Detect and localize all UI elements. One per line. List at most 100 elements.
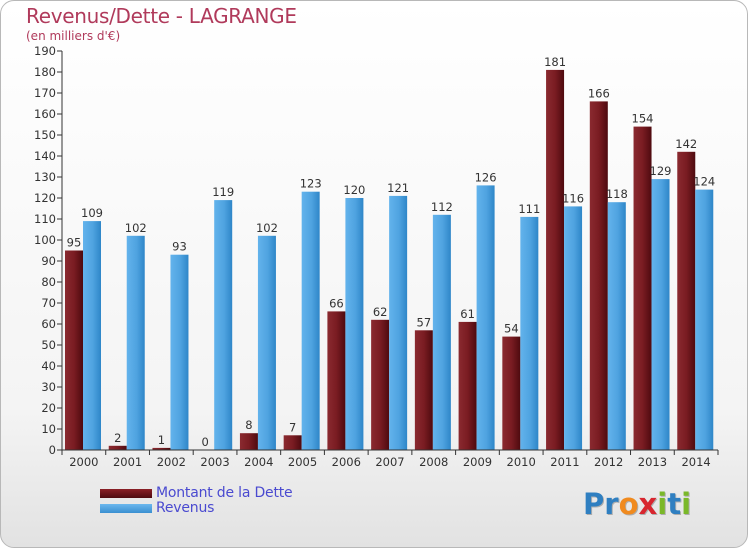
y-tick-label: 190 (34, 44, 56, 58)
logo-letter: x (638, 487, 658, 521)
x-tick-label-2009: 2009 (463, 455, 492, 469)
y-tick-label: 160 (34, 107, 56, 121)
bar-dette-2002 (152, 447, 171, 450)
data-label-revenus-2010: 111 (518, 202, 540, 216)
bar-dette-2013 (633, 126, 652, 450)
x-tick-label-2008: 2008 (419, 455, 448, 469)
data-label-revenus-2007: 121 (387, 181, 409, 195)
data-label-revenus-2009: 126 (475, 170, 497, 184)
data-label-dette-2010: 54 (504, 322, 519, 336)
x-tick-label-2011: 2011 (550, 455, 579, 469)
data-label-dette-2002: 1 (158, 433, 165, 447)
data-label-dette-2007: 62 (373, 305, 388, 319)
bar-revenus-2002 (170, 254, 189, 450)
legend-swatch-revenus (100, 504, 152, 513)
x-tick-label-2006: 2006 (332, 455, 361, 469)
x-tick-label-2002: 2002 (157, 455, 186, 469)
y-tick-label: 110 (34, 212, 56, 226)
data-label-dette-2012: 166 (588, 86, 610, 100)
chart-title: Revenus/Dette - LAGRANGE (26, 4, 297, 28)
y-tick-label: 10 (41, 422, 56, 436)
bar-dette-2006 (327, 311, 346, 450)
x-tick-label-2012: 2012 (594, 455, 623, 469)
y-tick-label: 80 (41, 275, 56, 289)
bar-revenus-2004 (257, 235, 276, 450)
data-label-revenus-2012: 118 (606, 187, 628, 201)
y-tick-label: 170 (34, 86, 56, 100)
bar-dette-2014 (677, 151, 696, 451)
y-tick-label: 180 (34, 65, 56, 79)
data-label-revenus-2006: 120 (343, 183, 365, 197)
data-label-dette-2000: 95 (67, 236, 82, 250)
bar-dette-2011 (546, 69, 565, 451)
bar-revenus-2011 (564, 206, 583, 450)
x-tick-label-2007: 2007 (375, 455, 404, 469)
bar-revenus-2012 (607, 202, 626, 450)
data-label-revenus-2002: 93 (172, 240, 187, 254)
bar-dette-2008 (414, 330, 433, 450)
data-label-dette-2011: 181 (544, 55, 566, 69)
data-label-revenus-2013: 129 (650, 164, 672, 178)
legend-swatch-debt (100, 489, 152, 498)
data-label-revenus-2014: 124 (693, 175, 715, 189)
data-label-dette-2004: 8 (245, 418, 252, 432)
y-tick-label: 140 (34, 149, 56, 163)
bar-dette-2001 (108, 445, 127, 450)
bar-dette-2012 (589, 101, 608, 451)
bar-dette-2007 (371, 319, 390, 450)
data-label-dette-2003: 0 (202, 435, 209, 449)
y-tick-label: 130 (34, 170, 56, 184)
y-tick-label: 20 (41, 401, 56, 415)
data-label-dette-2014: 142 (675, 137, 697, 151)
data-label-revenus-2000: 109 (81, 206, 103, 220)
logo-letter: r (604, 487, 619, 521)
bar-revenus-2010 (520, 216, 539, 450)
data-label-dette-2008: 57 (417, 315, 432, 329)
bar-revenus-2013 (651, 179, 670, 450)
x-tick-label-2001: 2001 (113, 455, 142, 469)
proxiti-logo: Proxiti (583, 487, 691, 521)
data-label-revenus-2005: 123 (300, 177, 322, 191)
y-tick-label: 0 (49, 443, 56, 457)
bar-revenus-2008 (432, 214, 451, 450)
logo-letter: o (618, 487, 639, 521)
logo-letter: i (657, 487, 668, 521)
bar-revenus-2007 (389, 195, 408, 450)
data-label-revenus-2001: 102 (125, 221, 147, 235)
bar-dette-2000 (65, 250, 83, 450)
data-label-revenus-2003: 119 (212, 185, 234, 199)
bar-revenus-2005 (301, 191, 320, 450)
bar-revenus-2000 (83, 221, 101, 450)
y-tick-label: 60 (41, 317, 56, 331)
y-tick-label: 90 (41, 254, 56, 268)
x-tick-label-2014: 2014 (681, 455, 710, 469)
data-label-dette-2013: 154 (632, 112, 654, 126)
y-tick-label: 30 (41, 380, 56, 394)
x-tick-label-2004: 2004 (244, 455, 273, 469)
bar-revenus-2009 (476, 185, 495, 450)
data-label-revenus-2011: 116 (562, 191, 584, 205)
bar-revenus-2014 (695, 189, 714, 450)
x-tick-label-2013: 2013 (638, 455, 667, 469)
bar-dette-2010 (502, 336, 521, 450)
bar-dette-2005 (283, 435, 302, 450)
y-tick-label: 50 (41, 338, 56, 352)
logo-letter: t (667, 487, 682, 521)
data-label-dette-2006: 66 (329, 296, 344, 310)
legend-label-revenus: Revenus (156, 500, 215, 516)
legend-label-debt: Montant de la Dette (156, 485, 293, 501)
data-label-dette-2005: 7 (289, 420, 296, 434)
x-tick-label-2005: 2005 (288, 455, 317, 469)
bar-revenus-2003 (214, 200, 233, 450)
y-tick-label: 150 (34, 128, 56, 142)
y-tick-label: 40 (41, 359, 56, 373)
logo-letter: i (681, 487, 692, 521)
x-tick-label-2003: 2003 (200, 455, 229, 469)
bar-revenus-2006 (345, 198, 364, 450)
y-tick-label: 100 (34, 233, 56, 247)
data-label-revenus-2004: 102 (256, 221, 278, 235)
x-tick-label-2010: 2010 (507, 455, 536, 469)
data-label-revenus-2008: 112 (431, 200, 453, 214)
bar-dette-2004 (239, 433, 258, 450)
